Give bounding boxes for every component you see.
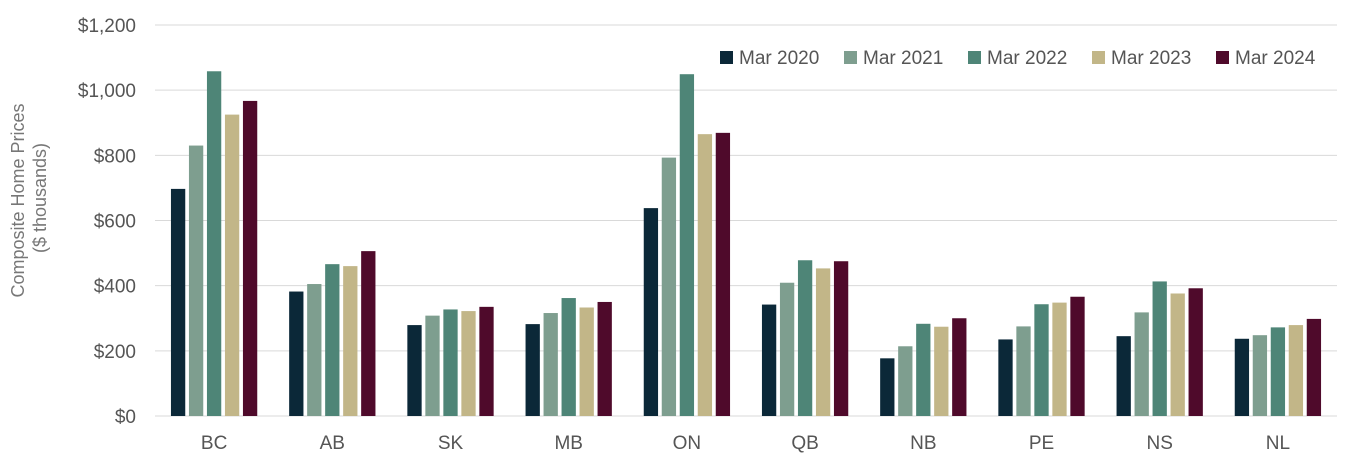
bar-nl-1 [1234, 338, 1250, 416]
bar-ab-4 [343, 266, 358, 416]
bar-nl-4 [1288, 325, 1304, 416]
bar-nl-2 [1252, 335, 1268, 416]
y-tick-label: $400 [94, 277, 136, 298]
y-tick-label: $1,200 [78, 16, 136, 37]
bar-ns-1 [1116, 336, 1131, 416]
bar-nl-5 [1306, 318, 1322, 416]
bar-pe-1 [998, 339, 1013, 416]
bar-on-1 [643, 208, 659, 416]
x-tick-label: ON [673, 433, 702, 454]
y-axis-title: Composite Home Prices ($ thousands) [8, 98, 50, 297]
legend-label: Mar 2022 [987, 48, 1067, 69]
bar-on-3 [679, 74, 695, 416]
bar-nb-2 [898, 346, 913, 416]
legend-label: Mar 2023 [1111, 48, 1191, 69]
bar-on-2 [661, 157, 677, 416]
bar-on-5 [715, 132, 731, 416]
bar-sk-1 [407, 325, 422, 416]
bar-ns-4 [1170, 293, 1185, 416]
bar-ns-5 [1188, 288, 1203, 416]
bar-bc-4 [224, 114, 240, 417]
x-tick-label: PE [1029, 433, 1054, 454]
x-tick-label: BC [201, 433, 227, 454]
legend-swatch [1216, 51, 1229, 64]
bar-mb-3 [561, 298, 576, 416]
y-axis-ticks: $0 $200 $400 $600 $800 $1,000 $1,200 [78, 16, 136, 428]
y-tick-label: $200 [94, 342, 136, 363]
bar-bc-3 [206, 71, 222, 416]
bar-pe-3 [1034, 304, 1049, 416]
bar-qb-5 [833, 261, 849, 416]
legend-swatch [968, 51, 981, 64]
bar-ab-5 [361, 251, 376, 416]
bar-pe-5 [1070, 296, 1085, 416]
bar-ab-3 [325, 264, 340, 416]
y-tick-label: $800 [94, 146, 136, 167]
legend-label: Mar 2024 [1235, 48, 1316, 69]
bar-qb-1 [761, 304, 777, 416]
y-tick-label: $600 [94, 212, 136, 233]
legend-swatch [720, 51, 733, 64]
bar-qb-2 [779, 282, 795, 416]
bars [170, 71, 1322, 417]
bar-ab-1 [289, 291, 304, 416]
x-tick-label: AB [320, 433, 345, 454]
bar-nb-3 [916, 323, 931, 416]
bar-sk-3 [443, 309, 458, 416]
bar-mb-1 [525, 324, 540, 416]
bar-bc-5 [242, 100, 258, 417]
bar-ab-2 [307, 284, 322, 416]
bar-ns-3 [1152, 281, 1167, 416]
bar-sk-5 [479, 306, 494, 416]
y-axis-title-line2: ($ thousands) [30, 143, 50, 253]
bar-pe-2 [1016, 326, 1031, 416]
legend-label: Mar 2020 [739, 48, 819, 69]
y-axis-title-line1: Composite Home Prices [8, 103, 28, 297]
legend-swatch [1092, 51, 1105, 64]
bar-bc-1 [170, 188, 186, 416]
bar-qb-3 [797, 260, 813, 416]
bar-qb-4 [815, 268, 831, 416]
bar-mb-4 [579, 307, 594, 416]
legend-swatch [844, 51, 857, 64]
legend-label: Mar 2021 [863, 48, 943, 69]
bar-sk-4 [461, 311, 476, 416]
bar-nb-5 [952, 318, 967, 416]
x-tick-label: MB [554, 433, 583, 454]
bar-ns-2 [1134, 312, 1149, 416]
x-tick-label: NL [1266, 433, 1290, 454]
bar-pe-4 [1052, 302, 1067, 416]
bar-mb-5 [597, 301, 612, 416]
y-tick-label: $1,000 [78, 81, 136, 102]
bar-nb-1 [880, 358, 895, 416]
bar-nb-4 [934, 326, 949, 416]
bar-on-4 [697, 134, 713, 416]
y-tick-label: $0 [115, 407, 136, 428]
x-tick-label: NB [910, 433, 936, 454]
x-tick-label: NS [1146, 433, 1172, 454]
bar-mb-2 [543, 313, 558, 416]
bar-nl-3 [1270, 327, 1286, 416]
x-tick-label: SK [438, 433, 464, 454]
x-axis-ticks: BC AB SK MB ON QB NB PE NS NL [201, 433, 1290, 454]
bar-bc-2 [188, 145, 204, 416]
bar-sk-2 [425, 315, 440, 416]
legend: Mar 2020 Mar 2021 Mar 2022 Mar 2023 Mar 2024 [720, 48, 1316, 69]
x-tick-label: QB [791, 433, 818, 454]
